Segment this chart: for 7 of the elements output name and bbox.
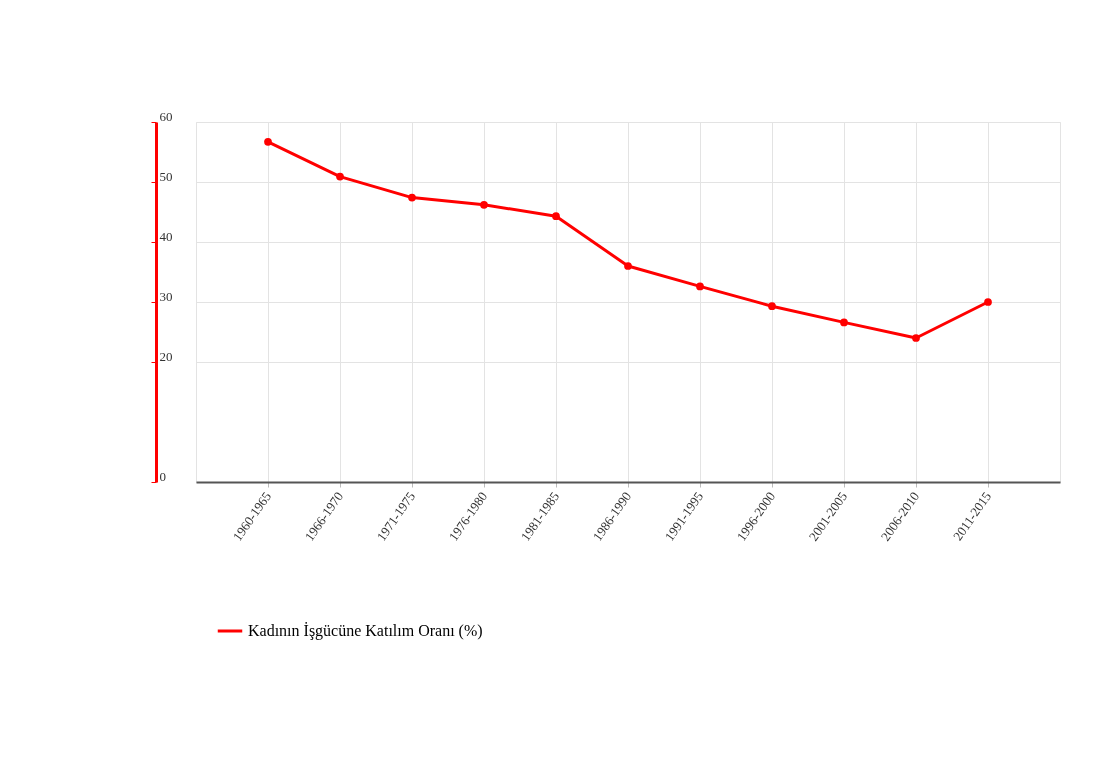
- y-tick-label: 30: [159, 288, 173, 304]
- y-tick-label: 60: [159, 108, 173, 124]
- y-tick-label: 0: [159, 468, 166, 484]
- y-tick-label: 40: [159, 228, 173, 244]
- y-tick-label: 50: [159, 168, 173, 184]
- y-tick-label: 20: [159, 348, 173, 364]
- legend-label: Kadının İşgücüne Katılım Oranı (%): [248, 622, 483, 640]
